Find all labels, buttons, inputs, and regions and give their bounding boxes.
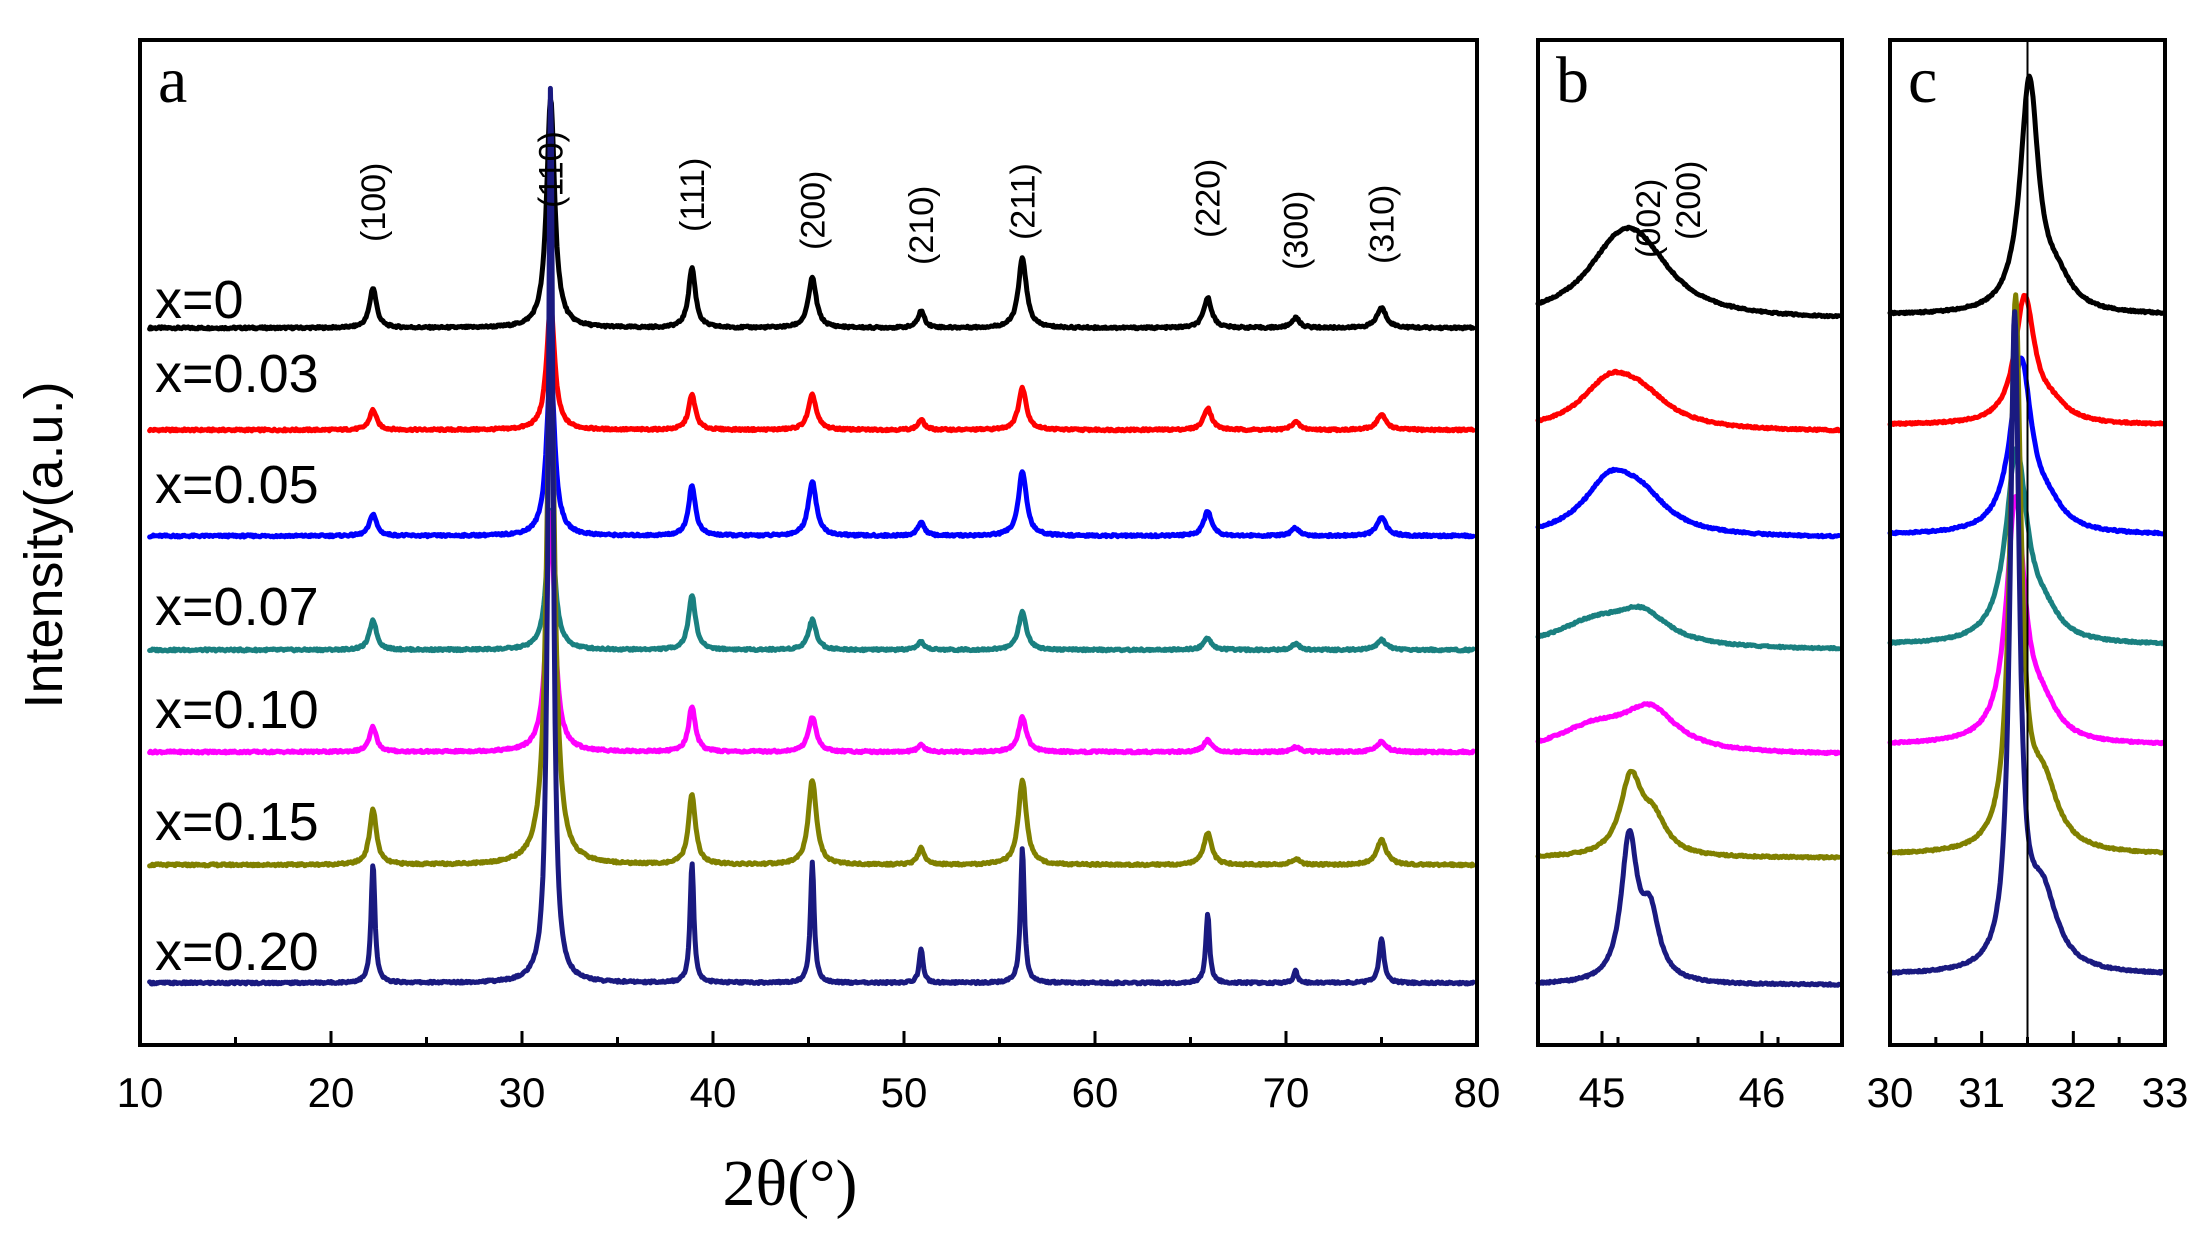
trace-a-x=0 [147,96,1476,332]
trace-b-x=0.03 [1535,368,1842,434]
trace-b-x=0.07 [1535,603,1842,652]
panel-b-tick-label-45: 45 [1579,1069,1626,1116]
peak-label-(210): (210) [903,186,941,265]
trace-a-x=0.15 [147,324,1476,869]
series-label-x=0.05: x=0.05 [155,455,319,515]
trace-a-x=0.05 [147,363,1476,540]
x-axis-label: 2θ(°) [723,1147,858,1220]
panel-c-tick-label-30: 30 [1867,1069,1914,1116]
series-label-x=0.07: x=0.07 [155,577,319,637]
trace-b-x=0 [1535,224,1842,320]
series-label-x=0.20: x=0.20 [155,922,319,982]
traces-layer [147,73,2166,988]
trace-a-x=0.10 [147,510,1476,756]
panel-c-tick-label-33: 33 [2142,1069,2189,1116]
panel-a-tick-label-50: 50 [881,1069,928,1116]
series-label-x=0.10: x=0.10 [155,680,319,740]
panel-b-tick-label-46: 46 [1739,1069,1786,1116]
panel-a-tick-label-70: 70 [1263,1069,1310,1116]
panel-b-label: b [1556,44,1589,117]
series-label-x=0.03: x=0.03 [155,344,319,404]
trace-a-x=0.20 [147,85,1476,987]
panel-c-label: c [1908,44,1937,117]
trace-a-x=0.07 [147,507,1476,654]
ticks-layer [138,1031,2167,1045]
trace-b-x=0.05 [1535,466,1842,540]
peak-label-(220): (220) [1190,159,1228,238]
panel-b-frame [1536,38,1844,1047]
panel-a-tick-label-20: 20 [308,1069,355,1116]
trace-b-x=0.10 [1535,701,1842,757]
panel-a-tick-label-40: 40 [690,1069,737,1116]
peak-label-(100): (100) [355,163,393,242]
panel-a-tick-label-60: 60 [1072,1069,1119,1116]
panel-a-tick-label-80: 80 [1454,1069,1501,1116]
peak-label-(110): (110) [533,131,571,208]
panel-a-tick-label-10: 10 [117,1069,164,1116]
trace-a-x=0.03 [147,302,1476,434]
peak-label-(211): (211) [1004,163,1042,240]
text-layer: 10 20 30 40 50 60 70 80 a 45 46 b 30 31 32 33 c (100) (110… [14,44,2188,1220]
trace-b-x=0.20 [1535,828,1842,988]
panel-a-label: a [158,44,187,117]
y-axis-label: Intensity(a.u.) [14,381,74,708]
series-label-x=0: x=0 [155,270,244,330]
panel-c-tick-label-31: 31 [1958,1069,2005,1116]
peak-label-(310): (310) [1364,185,1402,264]
panel-b-peak-label-(200): (200) [1670,161,1708,240]
peak-label-(111): (111) [674,158,712,232]
panel-c-tick-label-32: 32 [2050,1069,2097,1116]
panel-b-peak-label-(002): (002) [1630,179,1668,258]
series-label-x=0.15: x=0.15 [155,792,319,852]
peak-label-(300): (300) [1278,191,1316,270]
trace-b-x=0.15 [1535,768,1842,861]
peak-label-(200): (200) [794,171,832,250]
frames-layer [138,38,2167,1047]
panel-a-tick-label-30: 30 [499,1069,546,1116]
